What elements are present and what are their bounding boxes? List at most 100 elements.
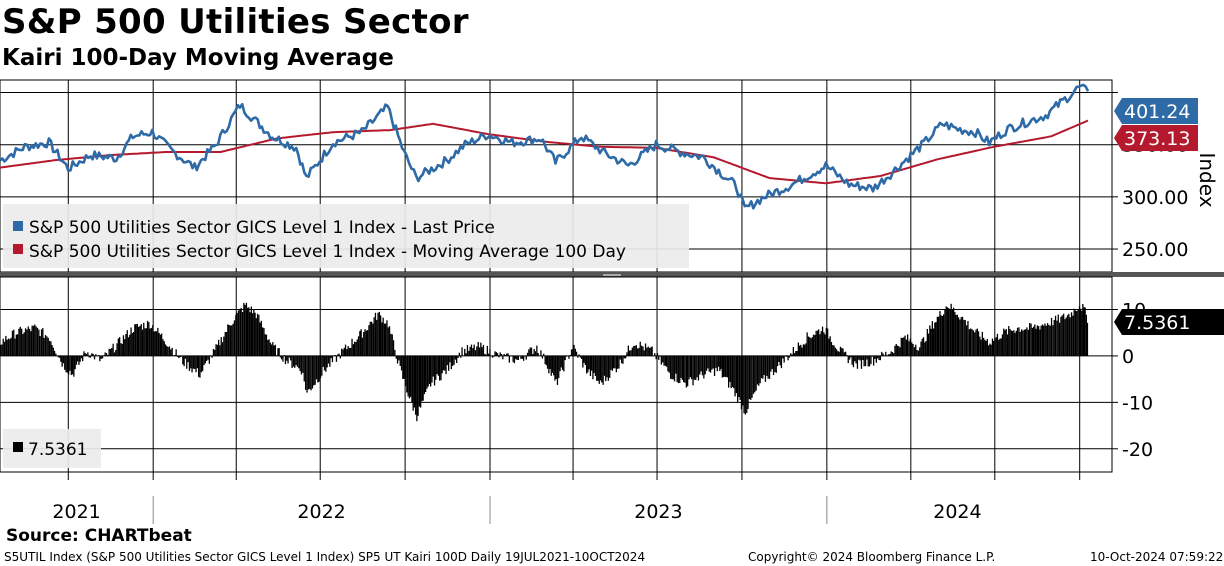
kairi-bar-344 (448, 355, 450, 371)
kairi-bar-195 (254, 312, 256, 356)
kairi-bar-704 (919, 347, 921, 356)
kairi-bar-803 (1045, 325, 1047, 356)
kairi-bar-5 (6, 339, 8, 356)
kairi-bar-109 (141, 329, 144, 356)
kairi-bar-448 (583, 355, 585, 363)
kairi-bar-616 (804, 344, 806, 356)
kairi-bar-565 (737, 355, 739, 403)
kairi-bar-800 (1041, 324, 1044, 356)
kairi-bar-527 (687, 355, 689, 387)
kairi-bar-288 (376, 319, 378, 356)
kairi-bar-416 (543, 353, 545, 356)
kairi-bar-148 (192, 355, 194, 369)
kairi-bar-14 (18, 328, 20, 356)
kairi-bar-6 (7, 338, 10, 356)
kairi-bar-819 (1066, 315, 1069, 356)
kairi-bar-615 (802, 344, 805, 356)
kairi-bar-789 (1027, 329, 1029, 356)
kairi-bar-340 (442, 355, 445, 371)
kairi-bar-599 (782, 355, 784, 359)
kairi-bar-708 (924, 342, 926, 356)
kairi-bar-452 (588, 355, 590, 370)
kairi-bar-37 (48, 340, 51, 356)
kairi-bar-68 (88, 355, 90, 358)
price-last-value-tags: 401.24 373.13 (1114, 98, 1198, 151)
kairi-bar-168 (219, 345, 221, 356)
kairi-bar-417 (544, 355, 546, 365)
kairi-bar-705 (920, 341, 922, 356)
kairi-bar-380 (495, 352, 497, 356)
kairi-bar-280 (365, 330, 367, 356)
kairi-bar-84 (109, 349, 112, 356)
kairi-bar-397 (517, 355, 519, 360)
kairi-bar-52 (68, 355, 70, 375)
last-price-tag: 401.24 (1114, 98, 1198, 124)
kairi-bar-781 (1016, 327, 1019, 356)
kairi-bar-183 (239, 309, 241, 356)
kairi-bar-492 (641, 345, 643, 356)
kairi-bar-375 (489, 349, 491, 356)
kairi-bar-303 (395, 355, 397, 359)
kairi-bar-173 (225, 332, 228, 356)
kairi-bar-150 (195, 355, 197, 373)
kairi-bar-294 (383, 323, 386, 356)
kairi-bar-553 (721, 355, 723, 378)
kairi-bar-575 (750, 355, 752, 400)
kairi-bar-480 (625, 355, 627, 359)
kairi-bar-257 (335, 355, 338, 362)
kairi-bar-388 (506, 353, 508, 356)
kairi-bar-794 (1034, 324, 1036, 356)
kairi-bar-502 (654, 353, 656, 356)
kairi-bar-214 (278, 348, 280, 356)
kairi-bar-363 (473, 344, 475, 356)
kairi-bar-161 (210, 355, 212, 356)
kairi-bar-9 (11, 330, 14, 356)
kairi-bar-252 (329, 355, 331, 367)
panel-divider-grip[interactable] (603, 274, 621, 276)
kairi-bar-342 (445, 355, 447, 375)
kairi-bar-470 (611, 355, 613, 371)
kairi-bar-465 (605, 355, 607, 382)
kairi-bar-171 (223, 336, 225, 356)
kairi-bar-711 (927, 333, 930, 356)
kairi-bar-41 (53, 350, 56, 356)
kairi-bar-777 (1011, 331, 1014, 356)
kairi-bar-332 (432, 355, 434, 377)
kairi-bar-619 (807, 336, 810, 356)
kairi-bar-756 (985, 340, 987, 356)
kairi-bar-635 (828, 338, 830, 356)
kairi-bar-38 (50, 341, 52, 356)
kairi-bar-522 (680, 355, 682, 378)
kairi-bar-239 (311, 355, 314, 389)
kairi-bar-174 (227, 324, 229, 356)
kairi-bar-436 (568, 355, 570, 359)
kairi-bar-556 (725, 355, 727, 378)
kairi-bar-208 (271, 344, 273, 356)
kairi-bar-72 (93, 355, 96, 360)
kairi-bar-274 (357, 336, 360, 356)
kairi-bar-547 (713, 355, 716, 376)
kairi-bar-110 (143, 322, 145, 356)
kairi-bar-401 (523, 355, 525, 361)
kairi-bar-566 (738, 355, 740, 397)
kairi-bar-427 (556, 355, 559, 385)
kairi-bar-525 (684, 355, 686, 383)
kairi-ytick-label-2: 0 (1122, 346, 1134, 368)
kairi-bar-581 (758, 355, 760, 386)
kairi-bar-127 (164, 344, 167, 356)
kairi-bar-499 (650, 347, 652, 356)
kairi-bar-503 (655, 355, 657, 360)
kairi-bar-320 (417, 355, 419, 416)
kairi-bar-141 (183, 355, 185, 367)
kairi-bar-761 (991, 338, 994, 356)
kairi-bar-648 (845, 351, 847, 356)
kairi-bar-746 (972, 330, 974, 356)
kairi-bar-434 (565, 355, 568, 357)
kairi-bar-472 (614, 355, 616, 369)
kairi-bar-225 (292, 355, 295, 367)
kairi-bar-315 (411, 355, 413, 403)
kairi-bar-221 (287, 355, 289, 364)
kairi-bar-745 (971, 329, 973, 356)
kairi-bar-526 (685, 355, 687, 388)
kairi-bar-601 (784, 355, 787, 357)
